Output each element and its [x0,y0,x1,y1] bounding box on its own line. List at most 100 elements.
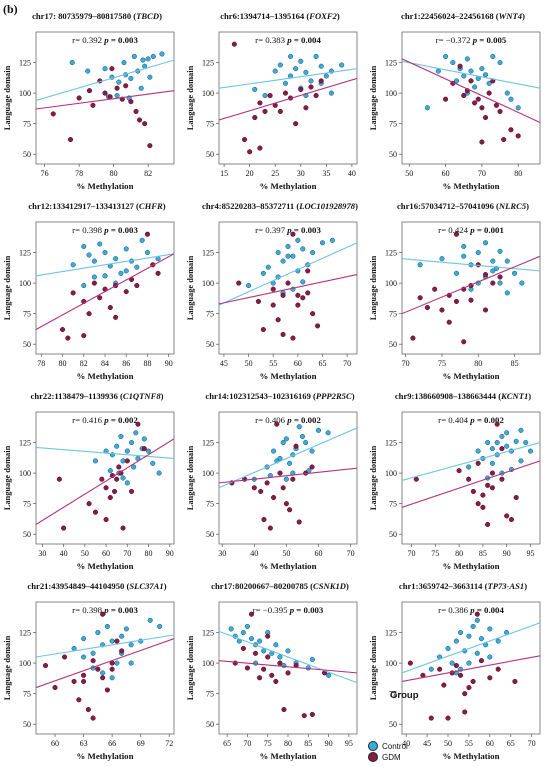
x-tick-label: 55 [269,359,277,368]
y-tick-label: 125 [19,438,31,447]
control-point [298,58,304,64]
x-tick-label: 40 [250,549,258,558]
gdm-point [301,713,307,719]
gdm-point [489,470,495,476]
gdm-point [277,108,283,114]
control-point [157,623,163,629]
correlation-annotation: r= −0.372 p = 0.005 [436,35,507,45]
gdm-point [257,100,263,106]
gdm-point [303,105,309,111]
gdm-point [482,307,489,313]
gdm-point [264,480,270,486]
control-point [131,53,137,59]
control-point [120,458,126,464]
gdm-point [305,290,311,296]
y-tick-label: 75 [206,499,214,508]
gdm-point [466,685,472,691]
y-tick-label: 125 [19,248,31,257]
x-tick-label: 60 [51,739,59,748]
plot-area [219,421,357,531]
plot-area [36,611,174,721]
x-axis-label: % Methylation [443,181,500,191]
gdm-point [485,521,491,527]
gdm-point [479,105,485,111]
gdm-point [265,633,271,639]
gdm-point [424,305,430,311]
gdm-fit-line [402,255,540,315]
gdm-point [248,611,255,617]
gdm-point [285,670,291,676]
gdm-point [231,41,237,47]
gdm-point [262,108,268,114]
control-point [139,237,145,243]
control-point [81,283,87,289]
gdm-point [445,715,451,721]
control-point [228,626,234,632]
x-tick-label: 80 [514,169,522,178]
control-fit-line [36,253,174,277]
gdm-point [318,78,324,84]
control-point [299,433,305,439]
control-point [495,638,501,644]
gdm-point [124,458,130,464]
gdm-point [99,476,105,482]
control-point [504,443,510,449]
gdm-point [260,327,266,333]
control-point [95,630,101,636]
y-axis-label: Language domain [369,65,378,130]
y-tick-label: 75 [389,689,397,698]
control-point [453,78,460,84]
gdm-fit-line [402,460,540,508]
gdm-point [485,482,491,488]
scatter-chart-4: chr12:133412917–133413127 (CHFR) r= 0.398… [3,201,175,381]
control-fit-line [36,634,174,658]
y-tick-label: 125 [202,248,214,257]
gdm-point [270,286,276,292]
control-point [309,448,315,454]
x-axis-label: % Methylation [77,561,134,571]
gdm-point [67,137,74,143]
control-point [118,433,124,439]
legend-item-gdm: GDM [368,751,401,763]
gdm-point [244,665,250,671]
control-point [109,638,115,644]
gdm-point [257,675,263,681]
chart-title: chr17: 80735979–80817580 (TBCD) [32,11,162,21]
gdm-point [65,335,71,341]
gdm-point [287,507,293,513]
x-tick-label: 30 [38,549,46,558]
y-tick-label: 50 [206,340,214,349]
gdm-point [86,501,92,507]
plot-area [402,231,540,345]
control-point [272,68,278,74]
plot-area [219,41,357,155]
control-point [295,237,301,243]
scatter-chart-9: chr9:138660908–138663444 (KCNT1) r= 0.404… [369,391,541,571]
x-tick-label: 50 [444,739,452,748]
correlation-annotation: r= 0.424 p = 0.001 [438,225,504,235]
x-tick-label: 65 [319,359,327,368]
control-point [257,638,263,644]
y-tick-label: 125 [19,58,31,67]
gdm-point [90,658,96,664]
y-tick-label: 100 [202,279,214,288]
y-tick-label: 125 [202,438,214,447]
correlation-annotation: r= 0.398 p = 0.003 [72,225,138,235]
gdm-point [457,63,463,69]
gdm-point [439,307,445,313]
control-point [138,85,144,91]
plot-frame [218,601,358,735]
gdm-point [407,660,413,666]
control-point [466,633,472,639]
x-tick-label: 70 [528,739,536,748]
control-point [504,258,510,264]
y-axis-label: Language domain [369,635,378,700]
gdm-point [285,280,291,286]
panel-label: (b) [3,2,18,16]
gdm-point [281,707,287,713]
x-tick-label: 15 [220,169,228,178]
x-tick-label: 60 [294,359,302,368]
x-tick-label: 80 [145,549,153,558]
control-point [303,69,309,75]
gdm-fit-line [219,660,357,674]
